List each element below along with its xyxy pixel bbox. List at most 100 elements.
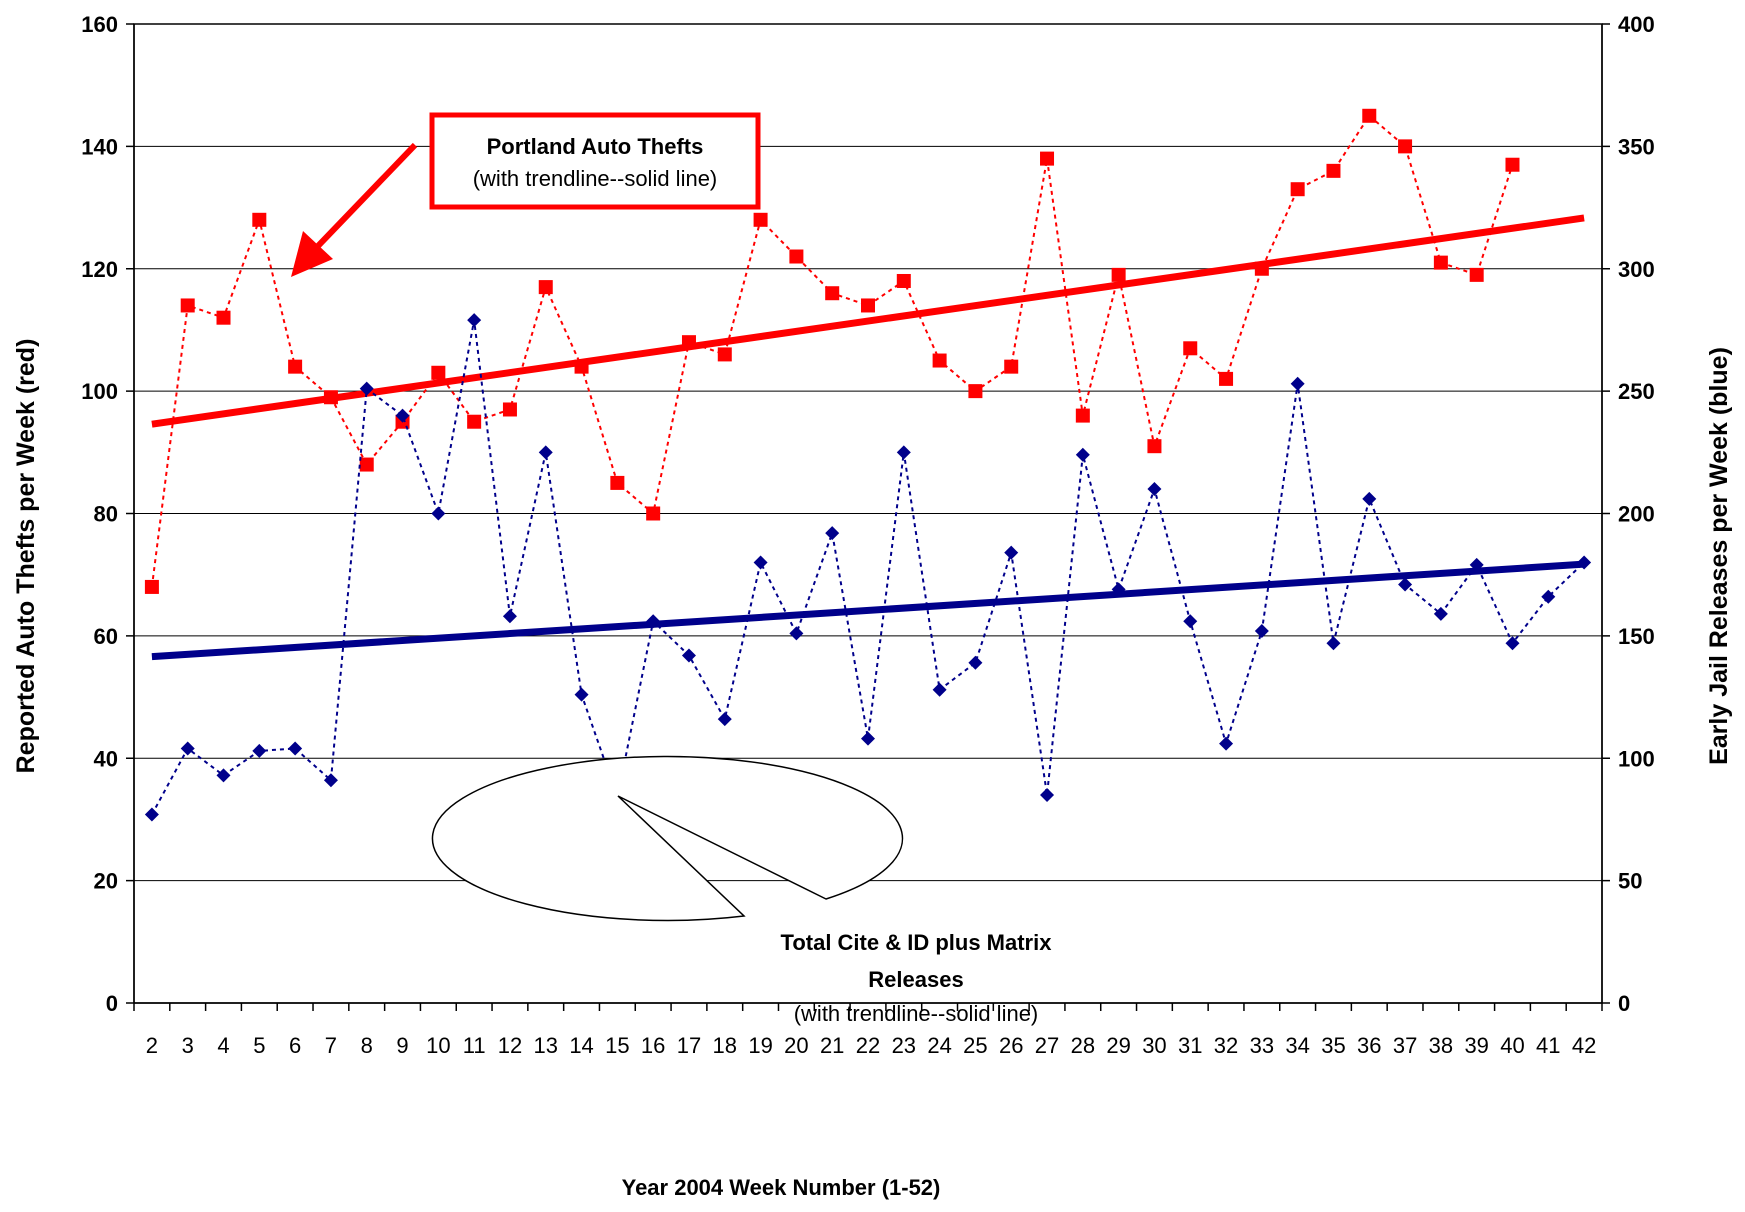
series-0-point bbox=[1147, 439, 1162, 454]
series-1-trendline bbox=[151, 560, 1585, 661]
x-axis-label: Year 2004 Week Number (1-52) bbox=[622, 1175, 941, 1200]
callout-releases-title-line1: Total Cite & ID plus Matrix bbox=[781, 930, 1053, 955]
y-left-tick-label: 80 bbox=[94, 502, 118, 527]
y-left-tick-label: 140 bbox=[81, 134, 118, 159]
x-tick-label: 42 bbox=[1572, 1033, 1596, 1058]
series-1-point bbox=[252, 743, 267, 758]
x-tick-label: 12 bbox=[498, 1033, 522, 1058]
left-tick-labels: 0 20 40 60 80 100 120 140 160 bbox=[81, 12, 118, 1016]
series-0-point bbox=[431, 365, 446, 380]
series-0-point bbox=[359, 457, 374, 472]
series-0-point bbox=[1505, 157, 1520, 172]
series-0-point bbox=[574, 359, 589, 374]
x-tick-label: 7 bbox=[325, 1033, 337, 1058]
x-tick-labels: 2 3 4 5 6 7 8 9 10 11 12 13 14 15 16 17 18 19 20 21 22 23 24 25… bbox=[146, 1033, 1597, 1058]
x-tick-label: 6 bbox=[289, 1033, 301, 1058]
series-0-point bbox=[1433, 255, 1448, 270]
series-0-point bbox=[968, 384, 983, 399]
series-0-point bbox=[789, 249, 804, 264]
x-tick-label: 28 bbox=[1071, 1033, 1095, 1058]
x-tick-label: 41 bbox=[1536, 1033, 1560, 1058]
series-0-point bbox=[180, 298, 195, 313]
series-1-point bbox=[1040, 787, 1055, 802]
series-0-point bbox=[1398, 139, 1413, 154]
x-tick-label: 23 bbox=[892, 1033, 916, 1058]
series-1-point bbox=[1219, 736, 1234, 751]
callout-releases-subtitle: (with trendline--solid line) bbox=[794, 1001, 1039, 1026]
x-tick-label: 36 bbox=[1357, 1033, 1381, 1058]
series-1-point bbox=[1147, 482, 1162, 497]
series-1-point bbox=[861, 731, 875, 746]
series-1-point bbox=[323, 773, 338, 788]
y-right-tick-label: 50 bbox=[1618, 869, 1642, 894]
callout-auto-thefts: Portland Auto Thefts (with trendline--so… bbox=[291, 112, 761, 277]
y-right-tick-label: 200 bbox=[1618, 502, 1655, 527]
series-1-point bbox=[896, 445, 911, 460]
x-tick-label: 3 bbox=[182, 1033, 194, 1058]
x-tick-label: 39 bbox=[1464, 1033, 1488, 1058]
x-tick-label: 14 bbox=[569, 1033, 593, 1058]
series-0-point bbox=[323, 390, 338, 405]
series-0-point bbox=[896, 273, 911, 288]
x-tick-label: 26 bbox=[999, 1033, 1023, 1058]
x-tick-label: 15 bbox=[605, 1033, 629, 1058]
y-right-tick-label: 350 bbox=[1618, 134, 1655, 159]
x-tick-label: 13 bbox=[534, 1033, 558, 1058]
series-0-point bbox=[646, 506, 661, 521]
series-0-point bbox=[932, 353, 947, 368]
gridlines bbox=[134, 23, 1602, 882]
x-tick-label: 32 bbox=[1214, 1033, 1238, 1058]
series-1-point bbox=[467, 313, 482, 328]
series-0-point bbox=[1075, 408, 1090, 423]
x-tick-label: 35 bbox=[1321, 1033, 1345, 1058]
x-tick-label: 40 bbox=[1500, 1033, 1524, 1058]
series-0-point bbox=[610, 475, 625, 490]
series-0-point bbox=[467, 414, 482, 429]
x-tick-label: 30 bbox=[1142, 1033, 1166, 1058]
series-1-point bbox=[144, 807, 159, 822]
x-tick-label: 18 bbox=[713, 1033, 737, 1058]
y-left-tick-label: 120 bbox=[81, 257, 118, 282]
x-tick-label: 20 bbox=[784, 1033, 808, 1058]
series-1-line bbox=[151, 319, 1585, 816]
series-1-point bbox=[395, 408, 410, 423]
series-1-point bbox=[288, 741, 303, 756]
right-tick-labels: 0 50 100 150 200 250 300 350 400 bbox=[1618, 12, 1655, 1016]
series-1-point bbox=[1398, 577, 1413, 592]
series-0-point bbox=[1254, 261, 1269, 276]
series-1-point bbox=[1541, 589, 1556, 604]
y-right-tick-label: 100 bbox=[1618, 746, 1655, 771]
series-0-point bbox=[681, 335, 696, 350]
x-tick-label: 25 bbox=[963, 1033, 987, 1058]
series-0-point bbox=[753, 212, 768, 227]
x-tick-label: 24 bbox=[927, 1033, 951, 1058]
series-1-point bbox=[1433, 606, 1448, 621]
x-tick-label: 5 bbox=[253, 1033, 265, 1058]
series-1-point bbox=[1326, 636, 1341, 651]
callout-arrow-head bbox=[291, 231, 333, 277]
callout-auto-thefts-title: Portland Auto Thefts bbox=[487, 134, 704, 159]
series-0-point bbox=[216, 310, 231, 325]
callout-auto-thefts-subtitle: (with trendline--solid line) bbox=[473, 166, 718, 191]
y-right-tick-label: 0 bbox=[1618, 991, 1630, 1016]
x-tick-label: 31 bbox=[1178, 1033, 1202, 1058]
series-0-point bbox=[1040, 151, 1055, 166]
callout-auto-thefts-box bbox=[429, 112, 761, 210]
series-0-point bbox=[1362, 108, 1377, 123]
x-tick-label: 11 bbox=[463, 1033, 486, 1058]
y-axis-right-label: Early Jail Releases per Week (blue) bbox=[1705, 347, 1733, 765]
series-0-point bbox=[1469, 267, 1484, 282]
y-left-tick-label: 100 bbox=[81, 379, 118, 404]
series-1-point bbox=[1362, 491, 1377, 506]
series-1-point bbox=[1111, 582, 1126, 597]
series-1-point bbox=[753, 555, 768, 570]
x-tick-label: 10 bbox=[426, 1033, 450, 1058]
series-1-point bbox=[789, 626, 804, 641]
y-left-tick-label: 20 bbox=[94, 869, 118, 894]
series-0-point bbox=[1326, 163, 1341, 178]
series-0-point bbox=[144, 579, 159, 594]
series-0-point bbox=[1290, 182, 1305, 197]
series-0-point bbox=[1219, 371, 1234, 386]
x-tick-label: 22 bbox=[856, 1033, 880, 1058]
y-left-tick-label: 60 bbox=[94, 624, 118, 649]
